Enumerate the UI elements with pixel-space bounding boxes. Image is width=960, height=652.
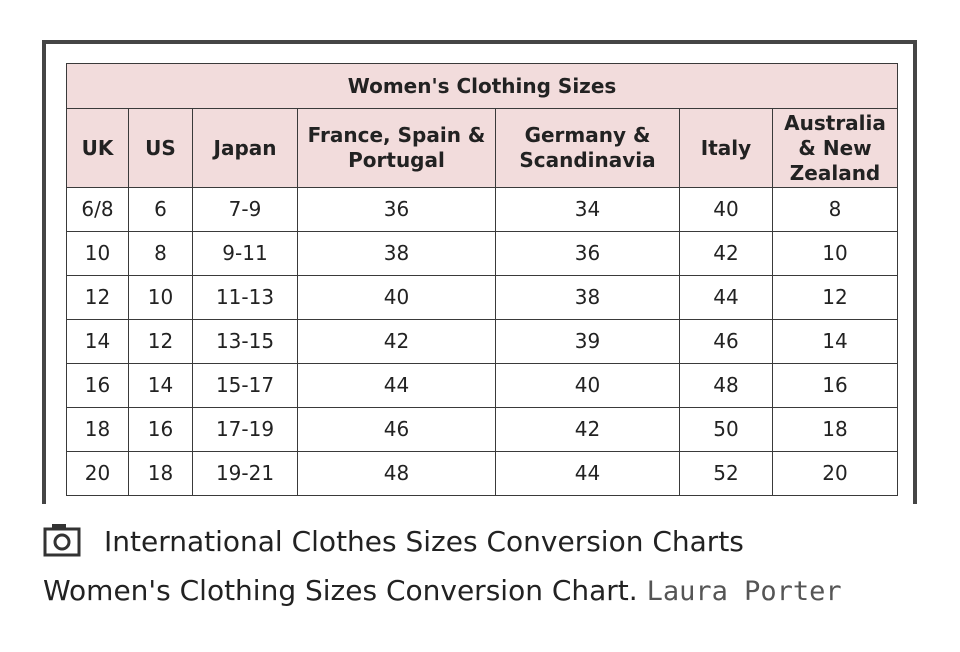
table-cell: 40 <box>495 363 680 408</box>
caption-text: Women's Clothing Sizes Conversion Chart. <box>43 574 638 607</box>
table-cell: 10 <box>66 231 129 276</box>
column-header: France, Spain & Portugal <box>297 108 496 188</box>
table-cell: 15-17 <box>192 363 298 408</box>
size-table: Women's Clothing Sizes UK US Japan France, … <box>65 63 899 496</box>
table-row: 10 8 9-11 38 36 42 10 <box>66 231 899 276</box>
image-frame: Women's Clothing Sizes UK US Japan France, … <box>42 40 917 504</box>
table-cell: 42 <box>495 407 680 452</box>
table-cell: 20 <box>771 451 899 496</box>
table-cell: 6/8 <box>66 187 129 232</box>
table-row: 18 16 17-19 46 42 50 18 <box>66 407 899 452</box>
table-cell: 39 <box>495 319 680 364</box>
table-cell: 14 <box>66 319 129 364</box>
table-cell: 18 <box>128 451 193 496</box>
table-body: 6/8 6 7-9 36 34 40 8 10 8 9-11 38 36 42 10 12 10 11-13 40… <box>66 187 899 496</box>
column-header: Italy <box>679 108 773 188</box>
table-cell: 12 <box>771 275 899 320</box>
table-row: 6/8 6 7-9 36 34 40 8 <box>66 187 899 232</box>
table-cell: 19-21 <box>192 451 298 496</box>
table-cell: 40 <box>297 275 496 320</box>
table-cell: 38 <box>297 231 496 276</box>
table-cell: 50 <box>679 407 773 452</box>
table-cell: 44 <box>679 275 773 320</box>
table-cell: 10 <box>128 275 193 320</box>
camera-icon <box>43 524 81 557</box>
column-header: US <box>128 108 193 188</box>
table-cell: 36 <box>495 231 680 276</box>
table-cell: 46 <box>297 407 496 452</box>
table-cell: 44 <box>495 451 680 496</box>
caption-credit: Laura Porter <box>646 576 842 607</box>
table-cell: 6 <box>128 187 193 232</box>
table-cell: 48 <box>679 363 773 408</box>
table-cell: 12 <box>66 275 129 320</box>
table-cell: 16 <box>128 407 193 452</box>
caption-line: Women's Clothing Sizes Conversion Chart.… <box>43 574 842 607</box>
table-cell: 16 <box>771 363 899 408</box>
table-row: 12 10 11-13 40 38 44 12 <box>66 275 899 320</box>
caption-title: International Clothes Sizes Conversion C… <box>104 525 744 558</box>
table-cell: 11-13 <box>192 275 298 320</box>
table-cell: 18 <box>771 407 899 452</box>
table-cell: 14 <box>771 319 899 364</box>
header-row: UK US Japan France, Spain & Portugal Germany… <box>66 108 899 188</box>
table-cell: 13-15 <box>192 319 298 364</box>
table-cell: 14 <box>128 363 193 408</box>
table-cell: 16 <box>66 363 129 408</box>
table-row: 20 18 19-21 48 44 52 20 <box>66 451 899 496</box>
table-cell: 36 <box>297 187 496 232</box>
table-cell: 46 <box>679 319 773 364</box>
table-row: 14 12 13-15 42 39 46 14 <box>66 319 899 364</box>
column-header: Australia & New Zealand <box>771 108 899 188</box>
column-header: UK <box>66 108 129 188</box>
table-cell: 8 <box>128 231 193 276</box>
table-cell: 48 <box>297 451 496 496</box>
table-cell: 9-11 <box>192 231 298 276</box>
table-cell: 20 <box>66 451 129 496</box>
table-cell: 10 <box>771 231 899 276</box>
table-cell: 40 <box>679 187 773 232</box>
table-cell: 12 <box>128 319 193 364</box>
table-cell: 34 <box>495 187 680 232</box>
table-cell: 18 <box>66 407 129 452</box>
table-cell: 8 <box>771 187 899 232</box>
column-header: Germany & Scandinavia <box>495 108 680 188</box>
table-cell: 42 <box>679 231 773 276</box>
table-cell: 17-19 <box>192 407 298 452</box>
table-cell: 44 <box>297 363 496 408</box>
table-row: 16 14 15-17 44 40 48 16 <box>66 363 899 408</box>
table-cell: 42 <box>297 319 496 364</box>
table-cell: 7-9 <box>192 187 298 232</box>
table-cell: 38 <box>495 275 680 320</box>
column-header: Japan <box>192 108 298 188</box>
table-title: Women's Clothing Sizes <box>65 63 899 109</box>
table-cell: 52 <box>679 451 773 496</box>
